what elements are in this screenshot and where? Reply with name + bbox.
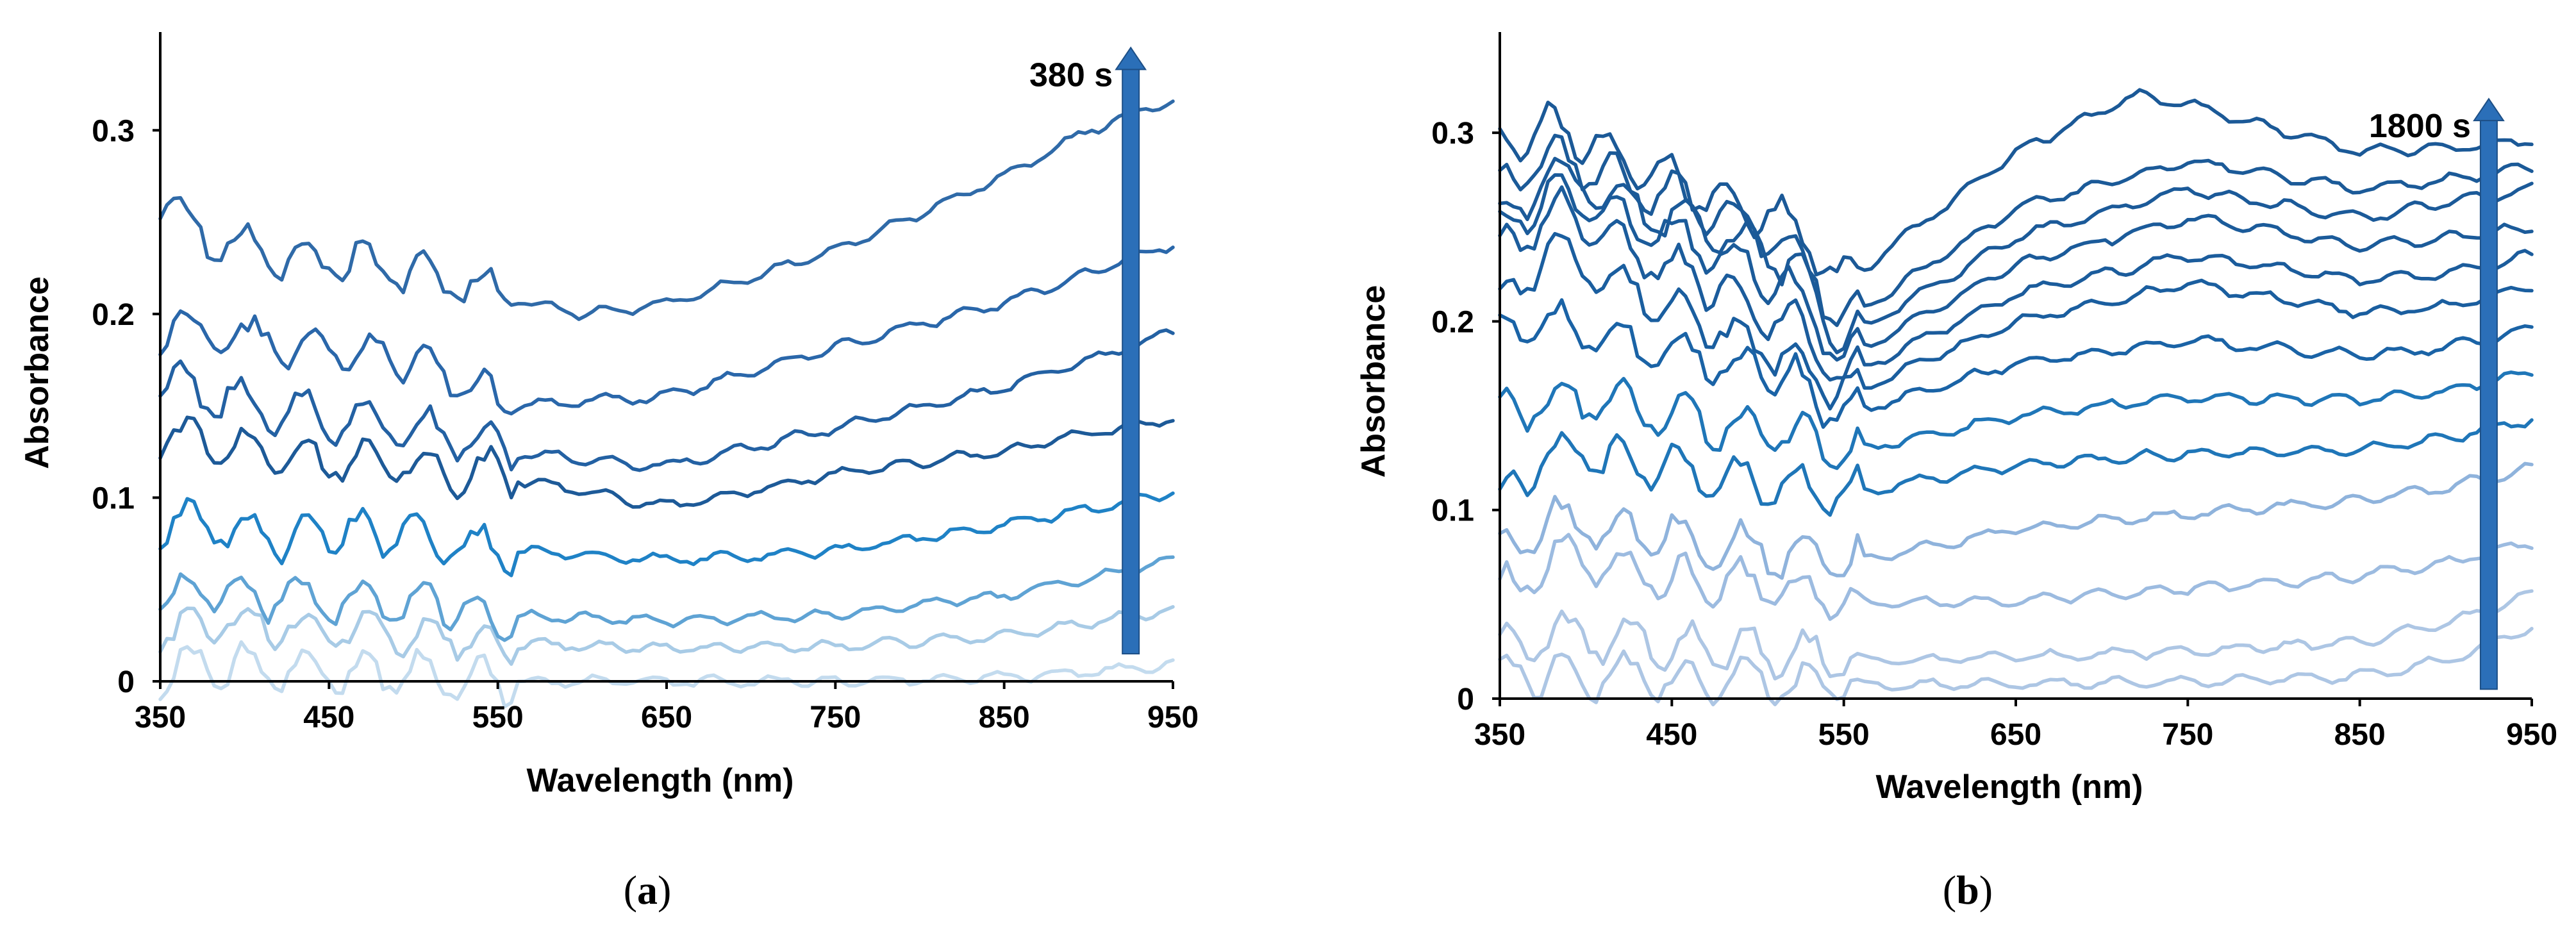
y-axis-title: Absorbance	[19, 276, 56, 469]
x-tick-label: 550	[472, 701, 524, 735]
series-line	[1498, 589, 2534, 681]
series-line	[1498, 418, 2534, 517]
y-tick-label: 0.2	[1431, 305, 1474, 339]
panel-label-b: (b)	[1943, 867, 1993, 913]
x-tick-label: 750	[2162, 718, 2213, 752]
series-line	[158, 605, 1175, 666]
arrow-annotation	[1115, 46, 1147, 655]
x-tick-label: 450	[1646, 718, 1697, 752]
arrow-head	[2473, 97, 2505, 122]
y-tick-label: 0	[117, 665, 135, 699]
y-tick-label: 0.2	[92, 298, 135, 332]
x-axis-title: Wavelength (nm)	[1876, 768, 2143, 806]
series-line	[1498, 231, 2534, 411]
arrow-annotation	[2473, 97, 2505, 690]
series-line	[1498, 185, 2534, 382]
series-line	[1498, 370, 2534, 470]
series-line	[158, 640, 1175, 709]
y-tick-label: 0.1	[1431, 494, 1474, 528]
x-tick-label: 950	[1147, 701, 1199, 735]
series-line	[158, 555, 1175, 642]
y-axis-title: Absorbance	[1355, 285, 1392, 478]
series-line	[1498, 88, 2534, 277]
y-tick-label: 0.3	[1431, 117, 1474, 151]
y-tick-label: 0.3	[92, 114, 135, 148]
x-tick-label: 550	[1818, 718, 1870, 752]
x-axis-title: Wavelength (nm)	[527, 762, 794, 799]
series-line	[158, 415, 1175, 509]
x-tick-label: 350	[1474, 718, 1525, 752]
series-line	[1498, 173, 2534, 362]
y-tick-label: 0.1	[92, 481, 135, 515]
y-tick-label: 0	[1457, 683, 1474, 717]
series-line	[158, 491, 1175, 577]
chart-panel-a: 350 450 550 650 750 850 950 0 0.1 0.2 0.3 Wavelengt…	[19, 32, 1199, 799]
series-line	[158, 328, 1175, 472]
series-line	[1498, 627, 2534, 707]
x-tick-label: 450	[303, 701, 354, 735]
series-line	[1498, 156, 2534, 354]
x-tick-label: 850	[2334, 718, 2386, 752]
panel-label-a: (a)	[624, 867, 672, 913]
x-tick-label: 650	[1990, 718, 2041, 752]
x-tick-label: 750	[810, 701, 861, 735]
arrow-shaft	[1122, 67, 1140, 655]
series-line	[158, 99, 1175, 321]
series-line	[1498, 461, 2534, 580]
arrow-head	[1115, 46, 1147, 71]
series-line	[158, 245, 1175, 416]
x-tick-label: 650	[641, 701, 692, 735]
chart-panel-b: 350 450 550 650 750 850 950 0 0.1 0.2 0.3 Wavelengt…	[1355, 32, 2557, 806]
arrow-label: 1800 s	[2369, 108, 2471, 145]
series-line	[1498, 533, 2534, 621]
arrow-label: 380 s	[1029, 56, 1113, 94]
series-line	[1498, 133, 2534, 328]
series-line	[1498, 298, 2534, 429]
x-tick-label: 950	[2506, 718, 2557, 752]
arrow-shaft	[2479, 119, 2498, 690]
x-tick-label: 350	[135, 701, 186, 735]
x-tick-label: 850	[979, 701, 1030, 735]
